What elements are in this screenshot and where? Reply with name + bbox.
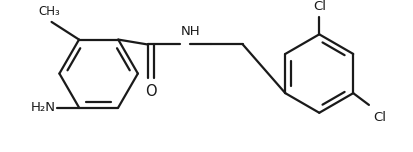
Text: Cl: Cl — [313, 0, 326, 13]
Text: NH: NH — [180, 25, 200, 38]
Text: H₂N: H₂N — [31, 101, 55, 114]
Text: Cl: Cl — [373, 111, 386, 124]
Text: O: O — [145, 84, 157, 99]
Text: CH₃: CH₃ — [39, 5, 60, 18]
